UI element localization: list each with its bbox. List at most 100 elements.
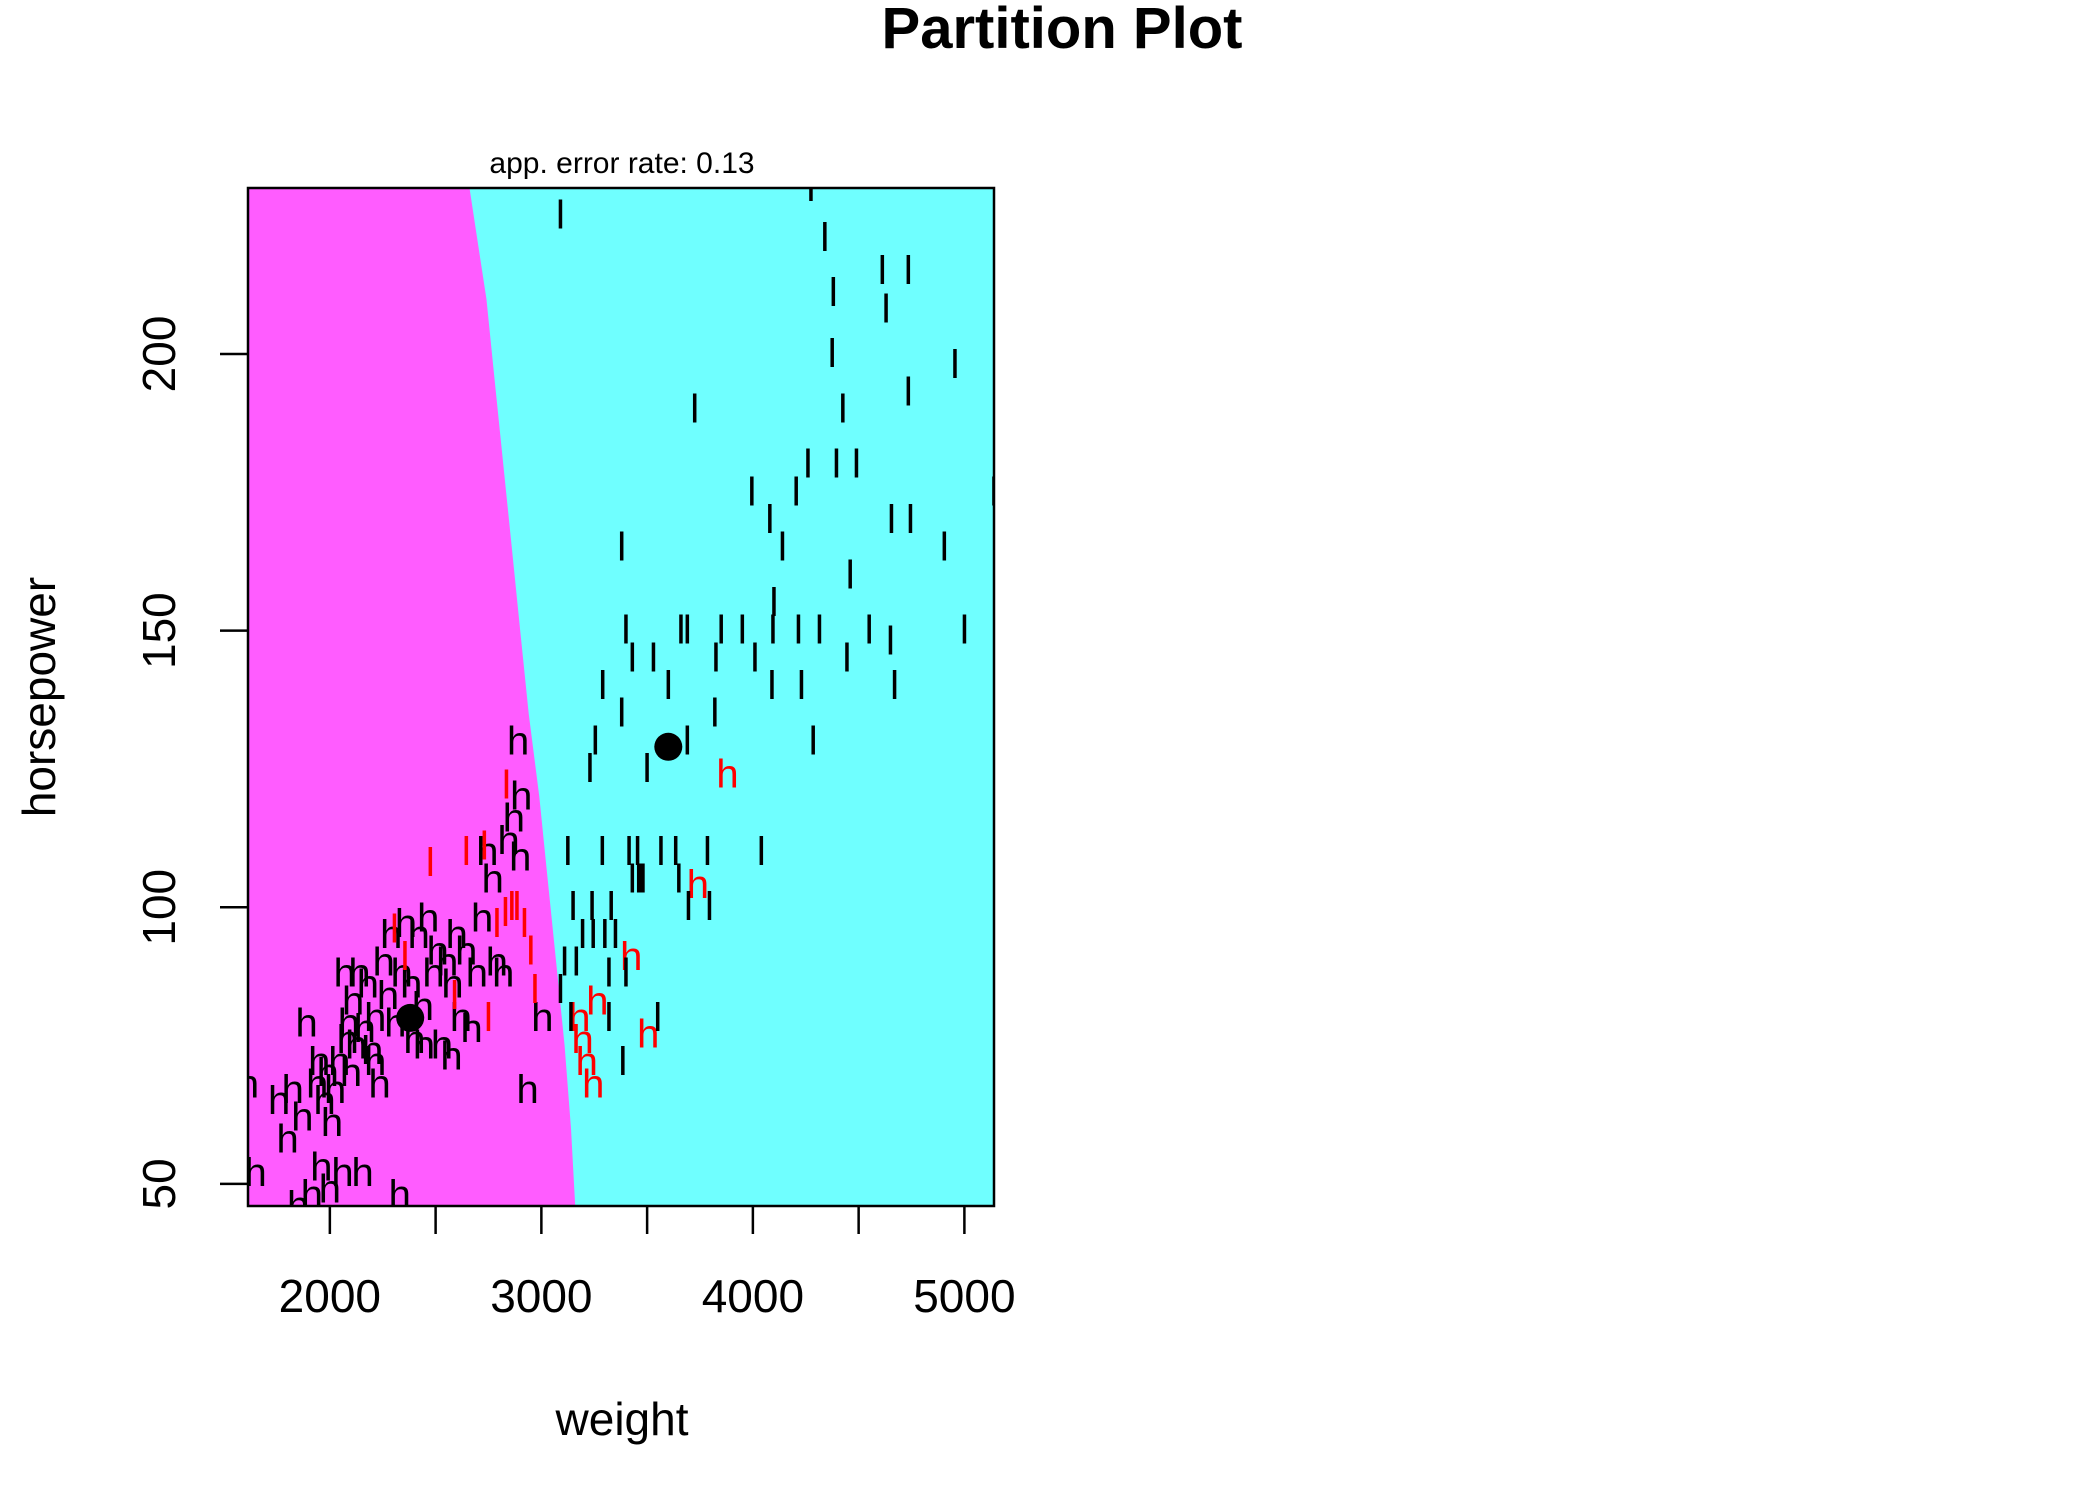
point-l-157: l	[636, 858, 645, 902]
point-l-158: l	[638, 858, 647, 902]
point-h-52: h	[466, 952, 488, 996]
point-l-145: l	[586, 747, 595, 791]
point-l-119: l	[769, 609, 778, 653]
point-l-113: l	[990, 470, 999, 514]
point-l-137: l	[797, 664, 806, 708]
point-l-98: l	[904, 249, 913, 293]
point-l-152: l	[671, 830, 680, 874]
points-layer: hhhhhhhhhhhhhhhhhhhhhhhhhhhhhhhhhhhhhhhh…	[244, 166, 999, 1228]
point-h-49: h	[450, 996, 472, 1040]
point-h-46: h	[436, 941, 458, 985]
point-h-1: h	[244, 1151, 266, 1195]
point-l-70: l	[492, 902, 501, 946]
point-l-134: l	[843, 636, 852, 680]
point-l-93: l	[556, 194, 565, 238]
point-h-21: h	[340, 1051, 362, 1095]
chart-title: Partition Plot	[882, 0, 1243, 61]
x-axis: 2000 3000 4000 5000	[279, 1206, 1016, 1322]
point-h-61: h	[510, 775, 532, 819]
point-l-132: l	[649, 636, 658, 680]
x-tick-label-3000: 3000	[490, 1270, 592, 1322]
point-l-74: l	[520, 902, 529, 946]
point-l-156: l	[634, 858, 643, 902]
point-h-15: h	[321, 1101, 343, 1145]
chart-subtitle: app. error rate: 0.13	[489, 147, 754, 180]
point-h-60: h	[509, 835, 531, 879]
point-h-18: h	[331, 1151, 353, 1195]
point-l-78: l	[480, 824, 489, 868]
point-h-7: h	[295, 1001, 317, 1045]
point-l-102: l	[690, 387, 699, 431]
point-l-73: l	[513, 885, 522, 929]
point-h-43: h	[422, 952, 444, 996]
point-h-9: h	[306, 1062, 328, 1106]
point-h-6: h	[291, 1096, 313, 1140]
point-h-11: h	[310, 1145, 332, 1189]
point-l-124: l	[960, 609, 969, 653]
point-h-23: h	[345, 1024, 367, 1068]
point-h-55: h	[482, 858, 504, 902]
point-l-168: l	[611, 913, 620, 957]
y-tick-label-150: 150	[133, 592, 185, 669]
point-l-99: l	[882, 288, 891, 332]
point-h-42: h	[417, 896, 439, 940]
point-h-47: h	[441, 963, 463, 1007]
point-h-89: h	[620, 935, 642, 979]
point-l-136: l	[664, 664, 673, 708]
point-l-103: l	[838, 387, 847, 431]
point-h-85: h	[571, 1018, 593, 1062]
point-l-108: l	[747, 470, 756, 514]
point-h-16: h	[324, 1068, 346, 1112]
point-l-169: l	[560, 941, 569, 985]
point-l-173: l	[556, 968, 565, 1012]
centroid-l	[654, 732, 683, 761]
point-h-66: h	[338, 1001, 360, 1045]
point-l-95: l	[820, 216, 829, 260]
point-l-131: l	[751, 636, 760, 680]
y-tick-label-100: 100	[133, 869, 185, 946]
point-l-159: l	[674, 858, 683, 902]
point-l-130: l	[711, 636, 720, 680]
x-tick-label-5000: 5000	[913, 1270, 1015, 1322]
point-l-139: l	[598, 664, 607, 708]
point-l-123: l	[886, 620, 895, 664]
point-l-77: l	[462, 830, 471, 874]
region-l	[469, 188, 994, 1206]
point-h-12: h	[313, 1079, 335, 1123]
x-tick-label-4000: 4000	[702, 1270, 804, 1322]
point-l-100: l	[828, 332, 837, 376]
point-l-111: l	[887, 498, 896, 542]
point-l-147: l	[757, 830, 766, 874]
centroids-layer	[396, 732, 683, 1032]
point-l-117: l	[846, 553, 855, 597]
centroid-h	[396, 1003, 425, 1032]
point-h-8: h	[301, 1173, 323, 1217]
x-tick-label-2000: 2000	[279, 1270, 381, 1322]
point-l-83: l	[450, 974, 459, 1018]
point-h-3: h	[276, 1118, 298, 1162]
point-h-67: h	[413, 1024, 435, 1068]
point-h-24: h	[348, 952, 370, 996]
point-h-29: h	[364, 996, 386, 1040]
point-h-28: h	[361, 1029, 383, 1073]
point-l-161: l	[607, 885, 616, 929]
plot-frame	[246, 186, 996, 1208]
point-h-51: h	[460, 1007, 482, 1051]
point-l-141: l	[617, 692, 626, 736]
point-h-45: h	[431, 1024, 453, 1068]
point-l-94: l	[807, 166, 816, 210]
point-l-140: l	[710, 692, 719, 736]
point-h-13: h	[317, 1051, 339, 1095]
point-l-115: l	[778, 526, 787, 570]
point-l-120: l	[794, 609, 803, 653]
point-h-5: h	[287, 1184, 309, 1228]
point-h-20: h	[337, 1018, 359, 1062]
point-l-149: l	[625, 830, 634, 874]
point-h-63: h	[531, 996, 553, 1040]
point-l-118: l	[770, 581, 779, 625]
point-l-109: l	[792, 470, 801, 514]
point-h-44: h	[427, 930, 449, 974]
point-l-80: l	[426, 841, 435, 885]
point-h-31: h	[373, 941, 395, 985]
